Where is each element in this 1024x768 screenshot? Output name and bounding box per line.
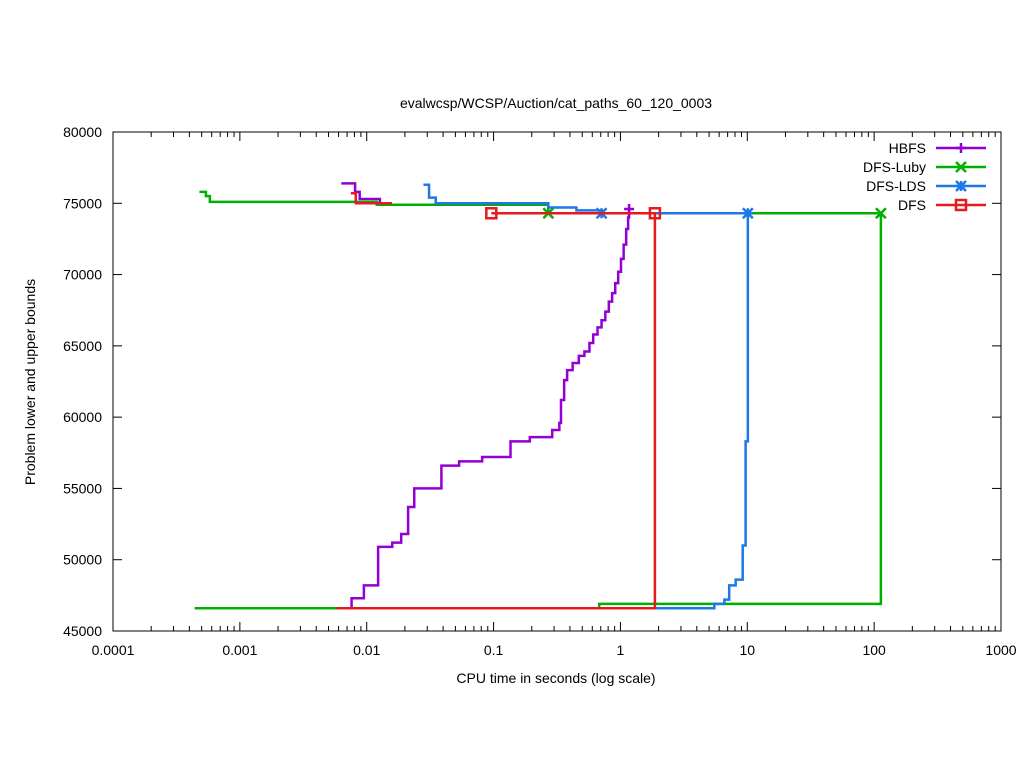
series-dfs [336, 192, 662, 610]
legend-item-dfs-luby: DFS-Luby [863, 159, 986, 175]
axes [112, 131, 1002, 632]
legend-item-dfs-lds: DFS-LDS [866, 178, 986, 194]
legend-marker-hbfs [956, 143, 966, 153]
y-tick-label: 55000 [63, 480, 102, 496]
series-dfs-line-1 [350, 192, 392, 205]
legend-marker-dfs-luby-shape [955, 161, 967, 173]
y-tick-label: 70000 [63, 267, 102, 283]
series-dfs-lds-marker-2-shape [741, 207, 754, 220]
series-dfs-lds-marker-2 [741, 207, 754, 220]
legend-marker-dfs-lds [955, 180, 967, 192]
series-dfs-marker-1-shape [485, 207, 498, 220]
x-tick-label: 0.01 [353, 642, 380, 658]
legend-item-hbfs: HBFS [889, 140, 986, 156]
series-dfs-luby-marker-2 [874, 207, 887, 220]
legend-label-hbfs: HBFS [889, 140, 926, 156]
y-axis-title: Problem lower and upper bounds [22, 279, 38, 485]
y-tick-label: 75000 [63, 195, 102, 211]
legend-label-dfs-lds: DFS-LDS [866, 178, 926, 194]
legend-marker-dfs-luby [955, 161, 967, 173]
series-dfs-marker-1 [485, 207, 498, 220]
legend-marker-hbfs-shape [956, 143, 966, 153]
legend-item-dfs: DFS [898, 197, 986, 213]
x-tick-label: 10 [739, 642, 755, 658]
legend-label-dfs: DFS [898, 197, 926, 213]
y-tick-label: 80000 [63, 124, 102, 140]
x-tick-label: 1000 [985, 642, 1016, 658]
series-dfs-marker-2 [648, 207, 662, 220]
series-layer [194, 182, 887, 610]
x-tick-label: 0.001 [222, 642, 257, 658]
x-tick-label: 0.0001 [92, 642, 135, 658]
plot-frame [112, 131, 1002, 632]
y-tick-label: 60000 [63, 409, 102, 425]
chart-title: evalwcsp/WCSP/Auction/cat_paths_60_120_0… [400, 95, 712, 111]
legend-marker-dfs-lds-shape [955, 180, 967, 192]
series-hbfs-line-2 [326, 208, 631, 610]
series-dfs-lds-line-2 [601, 213, 750, 610]
legend-marker-dfs [954, 198, 968, 212]
legend: HBFS DFS-Luby DFS-LDS DFS [863, 140, 986, 213]
legend-label-dfs-luby: DFS-Luby [863, 159, 926, 175]
x-tick-label: 0.1 [484, 642, 504, 658]
series-dfs-line-2 [336, 212, 657, 610]
series-dfs-marker-2-shape [648, 207, 662, 220]
x-tick-label: 1 [617, 642, 625, 658]
tick-labels: 0.0001 0.001 0.01 0.1 1 10 100 1000 45000 50000 55… [63, 124, 1017, 658]
x-tick-label: 100 [862, 642, 886, 658]
series-dfs-luby-line-1 [199, 190, 881, 215]
y-tick-label: 65000 [63, 338, 102, 354]
series-dfs-luby-marker-2-shape [874, 207, 887, 220]
legend-marker-dfs-shape [954, 198, 968, 212]
x-axis-title: CPU time in seconds (log scale) [456, 670, 655, 686]
y-tick-label: 50000 [63, 552, 102, 568]
y-tick-label: 45000 [63, 623, 102, 639]
